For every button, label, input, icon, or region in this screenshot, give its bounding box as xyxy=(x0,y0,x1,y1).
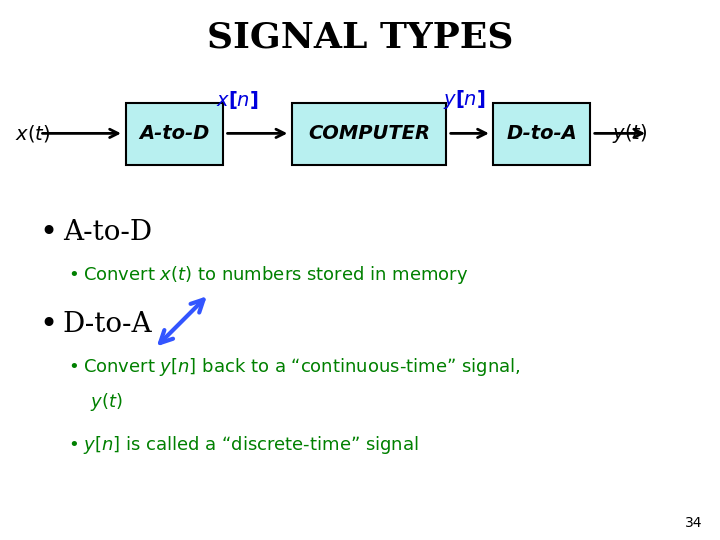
FancyBboxPatch shape xyxy=(493,103,590,165)
Text: COMPUTER: COMPUTER xyxy=(308,124,430,143)
Text: •: • xyxy=(68,266,79,285)
Text: Convert $\mathit{y}$[$\mathit{n}$] back to a “continuous-time” signal,: Convert $\mathit{y}$[$\mathit{n}$] back … xyxy=(83,356,521,378)
Text: SIGNAL TYPES: SIGNAL TYPES xyxy=(207,21,513,55)
Text: $\mathbf{\mathit{y}}\mathbf{[}\mathbf{\mathit{n}}\mathbf{]}$: $\mathbf{\mathit{y}}\mathbf{[}\mathbf{\m… xyxy=(443,89,486,111)
FancyBboxPatch shape xyxy=(126,103,223,165)
Text: $\mathbf{\mathit{x}}\mathbf{[}\mathbf{\mathit{n}}\mathbf{]}$: $\mathbf{\mathit{x}}\mathbf{[}\mathbf{\m… xyxy=(216,89,259,111)
Text: $\mathit{y}$[$\mathit{n}$] is called a “discrete-time” signal: $\mathit{y}$[$\mathit{n}$] is called a “… xyxy=(83,435,418,456)
Text: D-to-A: D-to-A xyxy=(63,310,152,338)
FancyBboxPatch shape xyxy=(292,103,446,165)
Text: D-to-A: D-to-A xyxy=(506,124,577,143)
Text: $\mathit{y}$($\mathit{t}$): $\mathit{y}$($\mathit{t}$) xyxy=(90,392,122,413)
Text: 34: 34 xyxy=(685,516,702,530)
Text: Convert $\mathit{x}$($\mathit{t}$) to numbers stored in memory: Convert $\mathit{x}$($\mathit{t}$) to nu… xyxy=(83,265,468,286)
Text: $\mathbf{\mathit{y}}(\mathbf{\mathit{t}})$: $\mathbf{\mathit{y}}(\mathbf{\mathit{t}}… xyxy=(613,122,647,145)
Text: A-to-D: A-to-D xyxy=(63,219,152,246)
Text: •: • xyxy=(68,358,79,376)
Text: $\mathbf{\mathit{x}}(\mathbf{\mathit{t}})$: $\mathbf{\mathit{x}}(\mathbf{\mathit{t}}… xyxy=(15,123,50,144)
Text: A-to-D: A-to-D xyxy=(140,124,210,143)
Text: •: • xyxy=(40,218,58,247)
Text: •: • xyxy=(40,309,58,339)
Text: •: • xyxy=(68,436,79,455)
